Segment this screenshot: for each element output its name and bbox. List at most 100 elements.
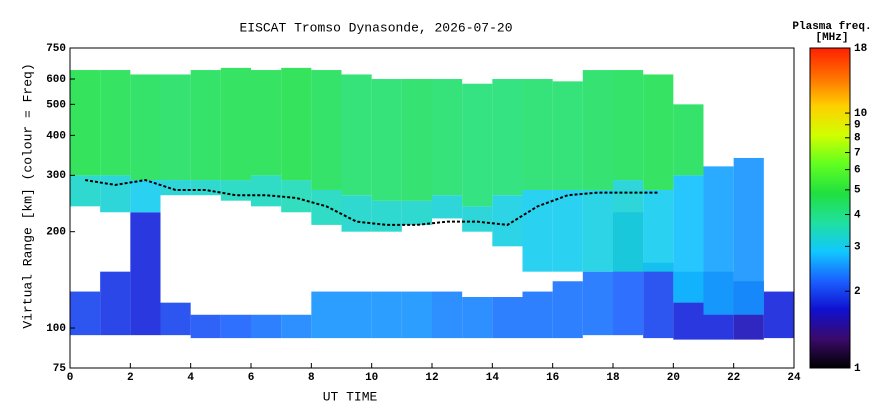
echo-column <box>613 70 644 181</box>
x-tick-label: 10 <box>365 372 378 384</box>
echo-column <box>492 297 523 339</box>
echo-column <box>100 70 131 176</box>
echo-column <box>673 104 704 176</box>
echo-column <box>70 175 101 207</box>
echo-column <box>100 271 131 336</box>
x-tick-label: 16 <box>546 372 559 384</box>
echo-column <box>220 314 251 339</box>
x-tick-label: 6 <box>248 372 255 384</box>
echo-column <box>190 314 221 339</box>
colorbar-title: Plasma freq. <box>792 21 871 33</box>
echo-column <box>220 67 251 181</box>
echo-column <box>492 195 523 247</box>
colorbar-tick-label: 8 <box>854 133 861 145</box>
x-tick-label: 4 <box>187 372 194 384</box>
y-tick-label: 500 <box>46 99 66 111</box>
x-axis-label: UT TIME <box>323 389 378 404</box>
colorbar-tick-label: 18 <box>854 43 868 55</box>
echo-column <box>220 180 251 201</box>
echo-column <box>401 200 432 225</box>
echo-column <box>552 189 583 272</box>
y-tick-label: 75 <box>53 363 67 375</box>
echo-column <box>100 175 131 213</box>
echo-column <box>673 175 704 303</box>
colorbar-tick-label: 10 <box>854 108 867 120</box>
echo-column <box>70 70 101 176</box>
colorbar-tick-label: 9 <box>854 120 861 132</box>
echo-column <box>522 79 553 190</box>
y-tick-label: 200 <box>46 227 66 239</box>
echo-column <box>130 180 161 213</box>
echo-column <box>432 79 463 196</box>
x-tick-label: 14 <box>486 372 500 384</box>
x-tick-label: 0 <box>67 372 74 384</box>
y-tick-label: 100 <box>46 323 66 335</box>
echo-column <box>552 281 583 339</box>
x-tick-label: 22 <box>727 372 740 384</box>
echo-column <box>341 291 372 339</box>
echo-column <box>371 200 402 232</box>
echo-column <box>763 291 794 339</box>
y-axis-label: Virtual Range [km] (colour = Freq) <box>20 63 35 328</box>
x-tick-label: 24 <box>787 372 801 384</box>
echo-column <box>462 206 493 232</box>
y-tick-label: 600 <box>46 74 66 86</box>
echo-column <box>371 291 402 339</box>
echo-column <box>251 70 282 176</box>
echo-column <box>160 180 191 196</box>
colorbar-tick-label: 3 <box>854 241 861 253</box>
echo-column <box>613 180 644 272</box>
echo-column <box>643 74 674 190</box>
colorbar-tick-label: 2 <box>854 286 861 298</box>
echo-column <box>643 189 674 272</box>
echo-column <box>341 195 372 232</box>
colorbar-tick-label: 1 <box>854 363 861 375</box>
colorbar-tick-label: 5 <box>854 185 861 197</box>
colorbar-tick-label: 4 <box>854 209 861 221</box>
colorbar-unit: [MHz] <box>815 32 848 44</box>
echo-column <box>281 67 312 181</box>
echo-column <box>643 262 674 339</box>
echo-column <box>401 79 432 201</box>
echo-column <box>251 175 282 207</box>
echo-column <box>522 291 553 339</box>
echo-column <box>703 166 734 315</box>
trace-line <box>84 179 659 226</box>
colorbar-tick-label: 7 <box>854 147 861 159</box>
echo-column <box>251 314 282 339</box>
echo-column <box>311 70 342 190</box>
colorbar-tick-label: 6 <box>854 165 861 177</box>
x-tick-label: 12 <box>425 372 438 384</box>
echo-column <box>462 297 493 339</box>
colorbar <box>809 47 851 369</box>
echo-column <box>311 291 342 339</box>
x-tick-label: 20 <box>667 372 680 384</box>
echo-column <box>281 180 312 213</box>
echo-column <box>582 271 613 336</box>
echo-column <box>190 70 221 181</box>
echo-column <box>492 79 523 196</box>
echo-column <box>582 189 613 272</box>
y-tick-label: 300 <box>46 170 66 182</box>
x-tick-label: 8 <box>308 372 315 384</box>
echo-column <box>582 70 613 190</box>
echo-column <box>552 81 583 190</box>
y-tick-label: 400 <box>46 130 66 142</box>
echo-column <box>190 180 221 196</box>
echo-column <box>70 291 101 336</box>
echo-column <box>401 291 432 339</box>
chart-title: EISCAT Tromso Dynasonde, 2026-07-20 <box>239 20 512 35</box>
echo-column <box>341 74 372 196</box>
echo-column <box>130 212 161 336</box>
y-tick-label: 750 <box>46 43 66 55</box>
echo-column <box>462 83 493 207</box>
echo-column <box>733 157 764 315</box>
echo-column <box>432 195 463 219</box>
x-tick-label: 18 <box>606 372 620 384</box>
echo-column <box>371 79 402 201</box>
echo-column <box>281 314 312 339</box>
echo-column <box>160 74 191 181</box>
echo-column <box>160 302 191 336</box>
echo-column <box>130 74 161 181</box>
